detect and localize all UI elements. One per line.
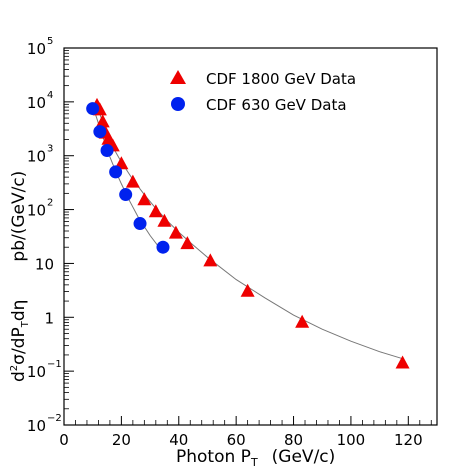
legend-circle-icon <box>171 97 185 111</box>
y-tick-label: 1 <box>44 309 54 327</box>
y-tick-label: 10 <box>27 148 46 166</box>
legend-triangle-icon <box>170 70 186 84</box>
circle-marker <box>156 240 170 254</box>
y-tick-label: 10 <box>27 40 46 58</box>
x-axis-title: Photon PT (GeV/c) <box>176 447 335 469</box>
x-tick-label: 40 <box>169 431 188 449</box>
circle-marker <box>86 102 100 116</box>
x-tick-label: 60 <box>227 431 246 449</box>
x-axis-ticks: 0 20 40 60 80 100 120 <box>59 416 432 449</box>
y-tick-exponent: −1 <box>47 359 62 370</box>
y-tick-exponent: 2 <box>47 198 53 209</box>
circle-marker <box>109 165 123 179</box>
x-tick-label: 100 <box>337 431 366 449</box>
plot-area-border <box>63 47 438 426</box>
circle-marker <box>100 143 114 157</box>
legend-entry-1800: CDF 1800 GeV Data <box>170 70 356 88</box>
y-tick-label: 10 <box>35 255 54 273</box>
plot-frame <box>63 47 438 426</box>
legend-entry-630: CDF 630 GeV Data <box>171 96 347 114</box>
y-tick-label: 10 <box>27 363 46 381</box>
fit-curves <box>92 101 403 360</box>
y-tick-exponent: 4 <box>47 90 53 101</box>
y-tick-label: 10 <box>27 202 46 220</box>
triangle-marker <box>125 174 140 188</box>
y-tick-exponent: 3 <box>47 144 53 155</box>
triangle-marker <box>295 314 310 328</box>
triangle-marker <box>395 355 410 369</box>
triangle-marker <box>157 213 172 227</box>
triangle-marker <box>180 236 195 250</box>
triangle-marker <box>168 225 183 239</box>
y-tick-exponent: −2 <box>47 413 62 424</box>
triangle-marker <box>148 204 163 218</box>
triangle-marker <box>137 192 152 206</box>
y-tick-label: 10 <box>27 417 46 435</box>
triangle-marker <box>240 283 255 297</box>
legend-label-1800: CDF 1800 GeV Data <box>206 70 356 88</box>
fit-curve-fit-1800 <box>95 101 403 360</box>
y-tick-label: 10 <box>27 94 46 112</box>
x-tick-label: 0 <box>59 431 69 449</box>
legend: CDF 1800 GeV Data CDF 630 GeV Data <box>170 70 356 114</box>
data-markers <box>86 97 410 369</box>
x-tick-label: 80 <box>284 431 303 449</box>
circle-marker <box>119 188 133 202</box>
y-axis-title: d2σ/dPTdηpb/(GeV/c) <box>9 171 31 382</box>
circle-marker <box>93 125 107 139</box>
legend-label-630: CDF 630 GeV Data <box>206 96 347 114</box>
circle-marker <box>133 217 147 231</box>
y-tick-exponent: 5 <box>47 36 53 47</box>
x-tick-label: 20 <box>112 431 131 449</box>
svg-text:d2σ/dPTdηpb/(GeV/c): d2σ/dPTdηpb/(GeV/c) <box>9 171 31 382</box>
triangle-marker <box>203 253 218 267</box>
x-tick-label: 120 <box>394 431 423 449</box>
triangle-marker <box>95 114 110 128</box>
